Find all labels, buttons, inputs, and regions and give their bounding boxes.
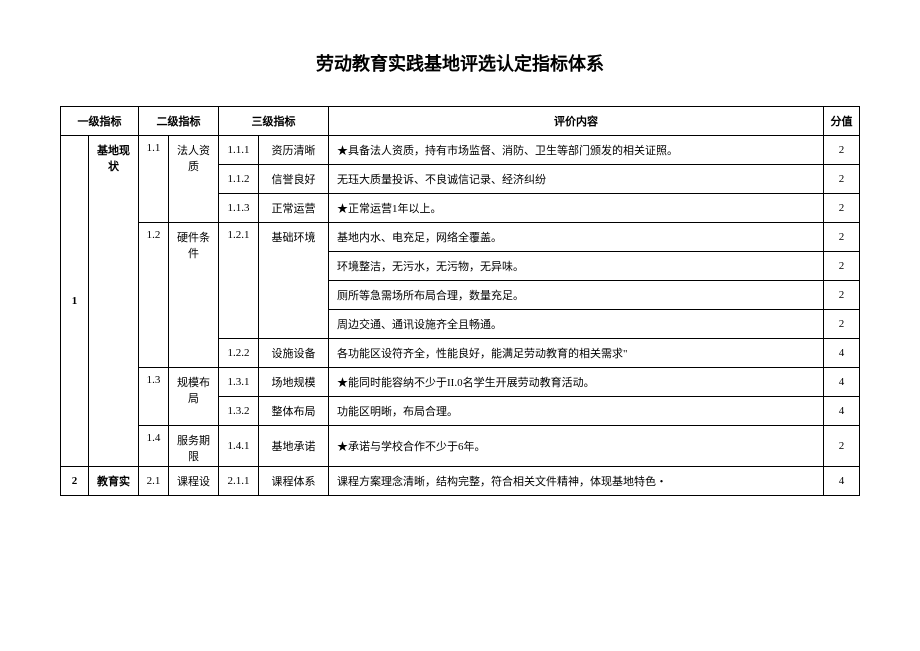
cell-score: 2: [824, 252, 860, 281]
evaluation-table: 一级指标 二级指标 三级指标 评价内容 分值 1 基地现状 1.1 法人资质 1…: [60, 106, 860, 496]
cell-l2n: 1.1: [139, 136, 169, 223]
cell-l3n: 1.3.1: [219, 368, 259, 397]
cell-score: 4: [824, 368, 860, 397]
header-score: 分值: [824, 107, 860, 136]
cell-l3: 基地承诺: [259, 426, 329, 467]
cell-score: 4: [824, 339, 860, 368]
cell-score: 2: [824, 136, 860, 165]
cell-l2: 服务期限: [169, 426, 219, 467]
cell-score: 4: [824, 397, 860, 426]
cell-content: 基地内水、电充足，网络全覆盖。: [329, 223, 824, 252]
header-level3: 三级指标: [219, 107, 329, 136]
cell-score: 2: [824, 281, 860, 310]
cell-content: ★具备法人资质，持有市场监督、消防、卫生等部门颁发的相关证照。: [329, 136, 824, 165]
cell-l3n: 1.3.2: [219, 397, 259, 426]
cell-score: 2: [824, 223, 860, 252]
cell-content: ★正常运营1年以上。: [329, 194, 824, 223]
cell-l2n: 1.2: [139, 223, 169, 368]
table-header-row: 一级指标 二级指标 三级指标 评价内容 分值: [61, 107, 860, 136]
cell-l3: 课程体系: [259, 467, 329, 496]
header-content: 评价内容: [329, 107, 824, 136]
cell-l2n: 2.1: [139, 467, 169, 496]
table-row: 1 基地现状 1.1 法人资质 1.1.1 资历清晰 ★具备法人资质，持有市场监…: [61, 136, 860, 165]
cell-l1: 教育实: [89, 467, 139, 496]
cell-score: 4: [824, 467, 860, 496]
cell-l3n: 1.4.1: [219, 426, 259, 467]
cell-l3: 信誉良好: [259, 165, 329, 194]
cell-l3: 正常运营: [259, 194, 329, 223]
cell-content: 厕所等急需场所布局合理，数量充足。: [329, 281, 824, 310]
table-row: 2 教育实 2.1 课程设 2.1.1 课程体系 课程方案理念清晰，结构完整，符…: [61, 467, 860, 496]
cell-content: ★承诺与学校合作不少于6年。: [329, 426, 824, 467]
header-level1: 一级指标: [61, 107, 139, 136]
cell-score: 2: [824, 165, 860, 194]
cell-l3: 资历清晰: [259, 136, 329, 165]
cell-content: 环境整洁，无污水，无污物，无异味。: [329, 252, 824, 281]
cell-l3: 场地规模: [259, 368, 329, 397]
cell-l3: 整体布局: [259, 397, 329, 426]
table-row: 1.4 服务期限 1.4.1 基地承诺 ★承诺与学校合作不少于6年。 2: [61, 426, 860, 467]
table-row: 1.2 硬件条件 1.2.1 基础环境 基地内水、电充足，网络全覆盖。 2: [61, 223, 860, 252]
cell-l3: 设施设备: [259, 339, 329, 368]
cell-content: 各功能区设符齐全，性能良好，能满足劳动教育的相关需求": [329, 339, 824, 368]
cell-l3n: 1.2.1: [219, 223, 259, 339]
cell-l1-num: 1: [61, 136, 89, 467]
cell-score: 2: [824, 426, 860, 467]
cell-l2: 规模布局: [169, 368, 219, 426]
table-row: 1.3 规模布局 1.3.1 场地规模 ★能同时能容纳不少于II.0名学生开展劳…: [61, 368, 860, 397]
cell-l2n: 1.3: [139, 368, 169, 426]
cell-l3n: 2.1.1: [219, 467, 259, 496]
cell-content: 周边交通、通讯设施齐全且畅通。: [329, 310, 824, 339]
cell-content: 课程方案理念清晰，结构完整，符合相关文件精神，体现基地特色・: [329, 467, 824, 496]
cell-l2: 课程设: [169, 467, 219, 496]
cell-content: ★能同时能容纳不少于II.0名学生开展劳动教育活动。: [329, 368, 824, 397]
cell-content: 无珏大质量投诉、不良诚信记录、经济纠纷: [329, 165, 824, 194]
cell-l2n: 1.4: [139, 426, 169, 467]
cell-l2: 硬件条件: [169, 223, 219, 368]
cell-score: 2: [824, 310, 860, 339]
cell-content: 功能区明晰，布局合理。: [329, 397, 824, 426]
cell-l3n: 1.1.1: [219, 136, 259, 165]
cell-l1-num: 2: [61, 467, 89, 496]
cell-score: 2: [824, 194, 860, 223]
cell-l3n: 1.1.2: [219, 165, 259, 194]
page-title: 劳动教育实践基地评选认定指标体系: [60, 50, 860, 76]
cell-l3: 基础环境: [259, 223, 329, 339]
cell-l1: 基地现状: [89, 136, 139, 467]
cell-l3n: 1.2.2: [219, 339, 259, 368]
cell-l2: 法人资质: [169, 136, 219, 223]
cell-l3n: 1.1.3: [219, 194, 259, 223]
header-level2: 二级指标: [139, 107, 219, 136]
